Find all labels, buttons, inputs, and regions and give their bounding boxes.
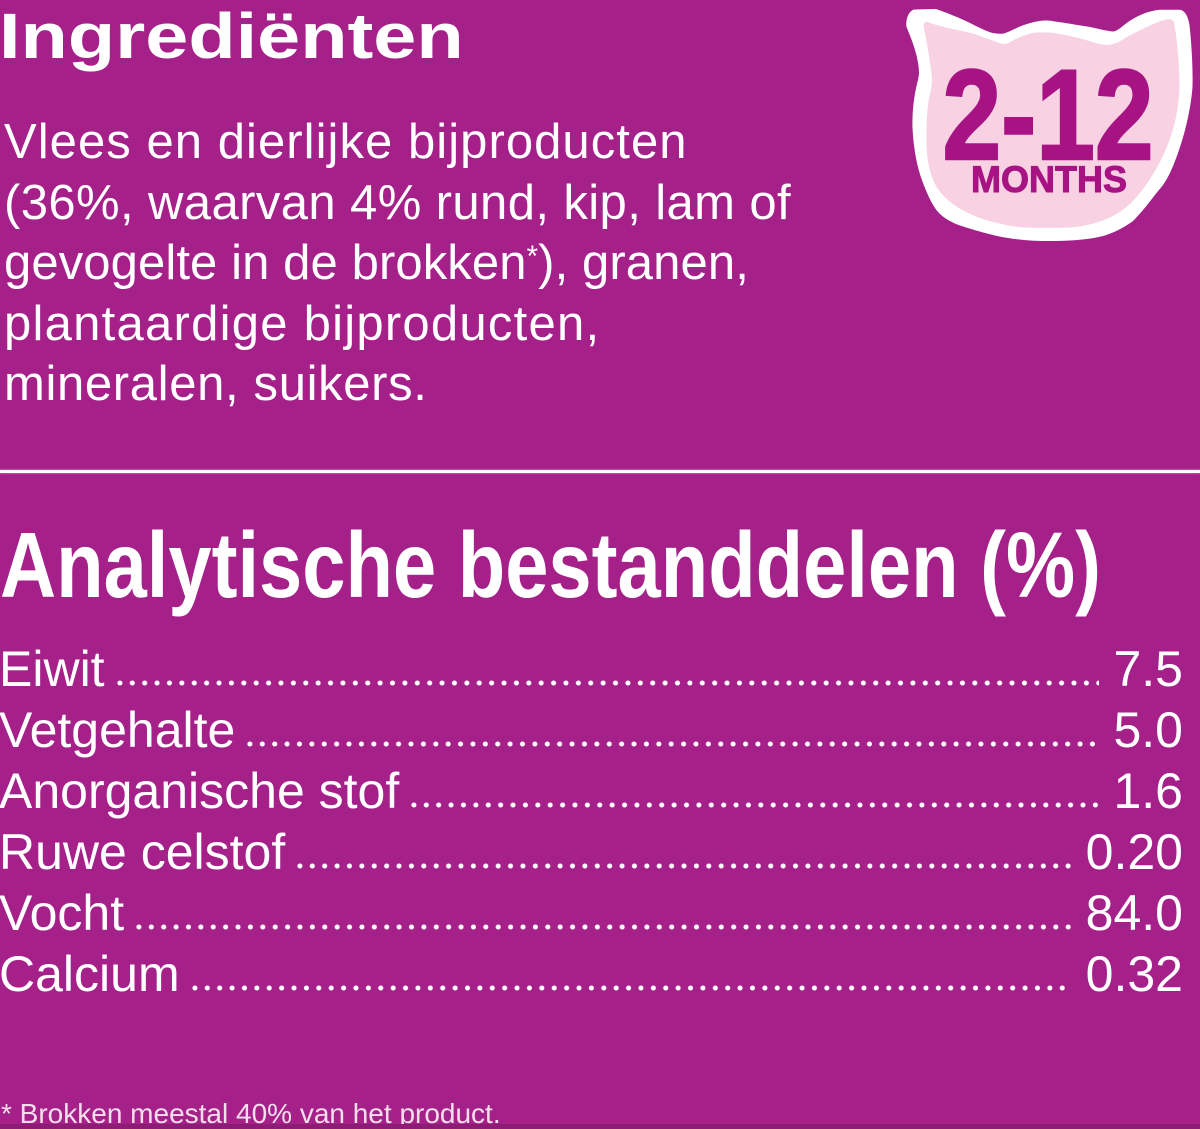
svg-text:MONTHS: MONTHS: [971, 159, 1127, 200]
svg-text:2-12: 2-12: [943, 44, 1154, 187]
